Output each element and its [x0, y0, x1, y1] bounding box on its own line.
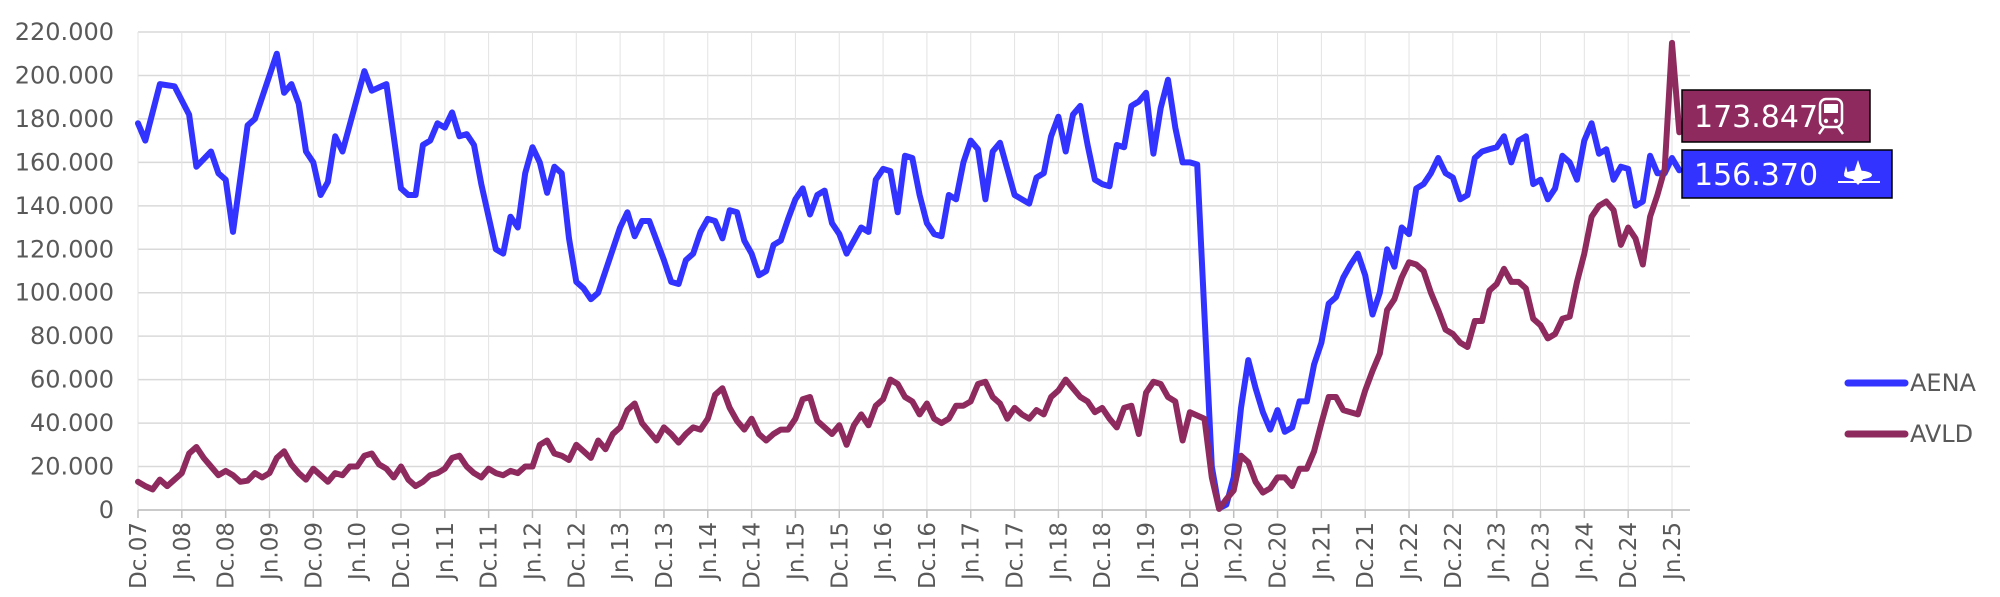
x-tick-label: Dc.11: [477, 522, 503, 589]
x-tick-label: Jn.16: [871, 522, 897, 582]
x-tick-label: Jn.20: [1222, 522, 1248, 582]
y-tick-label: 80.000: [30, 322, 114, 350]
y-tick-label: 220.000: [15, 18, 114, 46]
legend-item-avld: AVLD: [1844, 420, 1973, 448]
series-line-aena: [135, 50, 1683, 512]
y-tick-label: 60.000: [30, 366, 114, 394]
x-axis: Dc.07 Jn.08 Dc.08 Jn.09 Dc.09 Jn.10 Dc.10 Jn.11…: [126, 509, 1690, 589]
callout-value: 173.847: [1694, 100, 1818, 135]
x-tick-label: Jn.13: [608, 522, 634, 582]
x-tick-label: Dc.07: [126, 522, 152, 589]
x-tick-label: Dc.24: [1616, 522, 1642, 589]
legend-label: AENA: [1910, 369, 1977, 397]
x-tick-label: Jn.15: [783, 522, 809, 582]
series-line-avld: [135, 39, 1683, 512]
x-tick-label: Dc.13: [652, 522, 678, 589]
x-tick-label: Jn.19: [1134, 522, 1160, 582]
y-tick-label: 40.000: [30, 409, 114, 437]
callout-aena: 156.370: [1681, 149, 1893, 199]
x-tick-label: Jn.24: [1572, 522, 1598, 582]
x-tick-label: Jn.10: [345, 522, 371, 582]
y-tick-label: 200.000: [15, 61, 114, 89]
chart-gridlines: [137, 31, 1690, 511]
x-tick-label: Jn.25: [1660, 522, 1686, 582]
x-tick-label: Jn.09: [257, 522, 283, 582]
legend-label: AVLD: [1910, 420, 1973, 448]
x-tick-label: Dc.08: [214, 522, 240, 589]
x-tick-label: Dc.23: [1529, 522, 1555, 589]
legend-item-aena: AENA: [1844, 369, 1977, 397]
y-tick-label: 180.000: [15, 105, 114, 133]
y-axis: 0 20.000 40.000 60.000 80.000 100.000 120.000 1…: [15, 18, 114, 524]
x-tick-label: Jn.23: [1485, 522, 1511, 582]
x-tick-label: Dc.12: [564, 522, 590, 589]
x-tick-label: Dc.21: [1353, 522, 1379, 589]
y-tick-label: 20.000: [30, 453, 114, 481]
x-tick-label: Jn.22: [1397, 522, 1423, 582]
y-tick-label: 0: [99, 496, 114, 524]
x-tick-label: Dc.10: [389, 522, 415, 589]
callout-avld: 173.847: [1681, 89, 1871, 143]
y-tick-label: 100.000: [15, 279, 114, 307]
x-tick-label: Dc.20: [1266, 522, 1292, 589]
airplane-icon: [1838, 160, 1880, 185]
x-tick-label: Dc.17: [1003, 522, 1029, 589]
x-tick-label: Jn.14: [696, 522, 722, 582]
callout-value: 156.370: [1694, 158, 1818, 193]
x-tick-label: Dc.09: [301, 522, 327, 589]
x-tick-label: Dc.22: [1441, 522, 1467, 589]
y-tick-label: 160.000: [15, 148, 114, 176]
series-lines: [135, 39, 1683, 512]
x-tick-label: Dc.19: [1178, 522, 1204, 589]
x-tick-label: Jn.17: [959, 522, 985, 582]
x-tick-label: Dc.15: [827, 522, 853, 589]
x-tick-label: Jn.08: [170, 522, 196, 582]
train-icon: [1817, 97, 1845, 135]
x-tick-label: Jn.18: [1046, 522, 1072, 582]
x-tick-label: Dc.14: [740, 522, 766, 589]
x-tick-label: Dc.16: [915, 522, 941, 589]
y-tick-label: 140.000: [15, 192, 114, 220]
x-tick-label: Jn.11: [433, 522, 459, 582]
legend: AENA AVLD: [1844, 369, 1977, 448]
value-callouts: 173.847 156.370: [1681, 89, 1893, 199]
x-tick-label: Jn.12: [520, 522, 546, 582]
y-tick-label: 120.000: [15, 235, 114, 263]
x-tick-label: Dc.18: [1090, 522, 1116, 589]
x-tick-label: Jn.21: [1309, 522, 1335, 582]
